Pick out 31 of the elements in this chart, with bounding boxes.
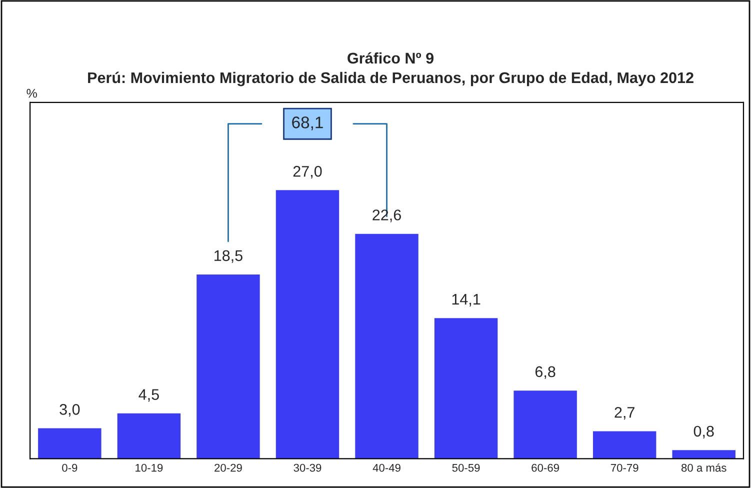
chart-title: Gráfico Nº 9	[348, 52, 434, 64]
chart-subtitle: Perú: Movimiento Migratorio de Salida de Peruanos, por Grupo de Edad, Mayo 2012	[88, 72, 694, 86]
text: 68,1	[292, 116, 323, 130]
x-tick-label: 40-49	[372, 464, 400, 472]
data-label: 14,1	[452, 294, 480, 307]
x-tick-label: 70-79	[610, 464, 638, 472]
data-label: 6,8	[535, 366, 556, 379]
bar	[38, 428, 102, 459]
data-label: 27,0	[293, 166, 322, 179]
x-tick-label: 80 a más	[681, 463, 726, 472]
bar	[355, 234, 418, 459]
x-tick-label: 10-19	[136, 464, 163, 472]
bar	[592, 431, 656, 459]
data-label: 18,5	[214, 250, 242, 263]
x-tick-label: 0-9	[62, 464, 78, 472]
data-label: 22,6	[372, 210, 401, 222]
text: %	[26, 88, 37, 98]
x-tick-label: 20-29	[214, 464, 242, 472]
bar	[672, 450, 736, 459]
x-tick-label: 50-59	[452, 464, 480, 472]
x-tick-label: 30-39	[294, 464, 322, 472]
bar	[117, 413, 181, 459]
data-label: 2,7	[614, 406, 634, 420]
bar	[514, 390, 577, 459]
data-label: 3,0	[60, 404, 80, 417]
bar	[434, 318, 498, 459]
x-tick-label: 60-69	[532, 464, 559, 472]
data-label: 4,5	[138, 389, 159, 402]
bar	[276, 190, 340, 459]
bar	[196, 274, 260, 459]
data-label: 0,8	[694, 426, 714, 438]
